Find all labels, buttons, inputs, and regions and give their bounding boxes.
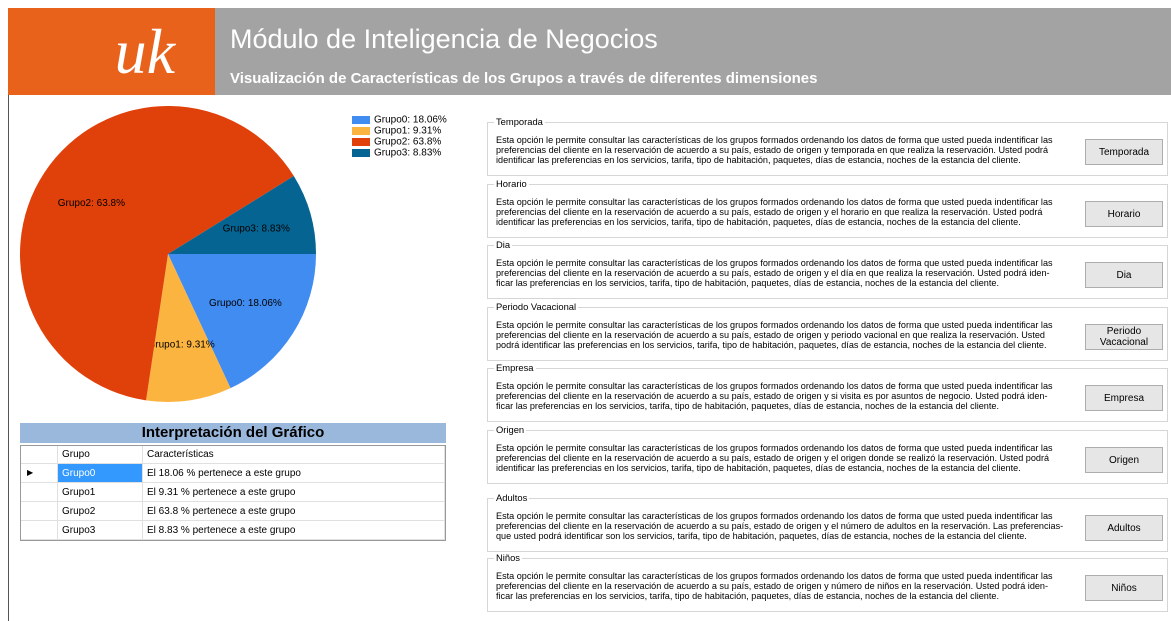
table-cell[interactable]: El 18.06 % pertenece a este grupo <box>143 464 445 483</box>
panel-title: Dia <box>494 239 513 250</box>
panel-text: identificar las preferencias en los serv… <box>496 155 1021 165</box>
option-button[interactable]: Periodo Vacacional <box>1085 324 1163 350</box>
panel-text: Esta opción le permite consultar las car… <box>496 135 1053 145</box>
slice-label: Grupo3: 8.83% <box>223 224 290 235</box>
table-cell[interactable]: Grupo3 <box>58 521 143 540</box>
legend-swatch <box>352 127 370 135</box>
table-cell[interactable]: Grupo2 <box>58 502 143 521</box>
slice-label: Grupo2: 63.8% <box>58 198 125 209</box>
row-header <box>21 502 58 521</box>
option-button[interactable]: Empresa <box>1085 385 1163 411</box>
logo: uk <box>8 8 215 95</box>
window-border <box>8 95 9 621</box>
panel-title: Horario <box>494 178 529 189</box>
legend-swatch <box>352 149 370 157</box>
legend-swatch <box>352 116 370 124</box>
panel-title: Empresa <box>494 362 536 373</box>
table-title: Interpretación del Gráfico <box>20 423 446 443</box>
row-header: ▶ <box>21 464 58 483</box>
legend-swatch <box>352 138 370 146</box>
option-button[interactable]: Temporada <box>1085 139 1163 165</box>
row-header <box>21 483 58 502</box>
panel-text: Esta opción le permite consultar las car… <box>496 258 1053 268</box>
panel-text: Esta opción le permite consultar las car… <box>496 320 1053 330</box>
panel-text: Esta opción le permite consultar las car… <box>496 511 1053 521</box>
panel-text: Esta opción le permite consultar las car… <box>496 443 1053 453</box>
option-panel: Horario Esta opción le permite consultar … <box>487 178 1168 238</box>
panel-text: ficar las preferencias en los servicios,… <box>496 591 999 601</box>
option-button[interactable]: Adultos <box>1085 515 1163 541</box>
header-cell <box>21 446 58 464</box>
panel-text: preferencias del cliente en la reservaci… <box>496 581 1049 591</box>
option-panel: Temporada Esta opción le permite consulta… <box>487 116 1168 176</box>
option-panel: Adultos Esta opción le permite consultar … <box>487 492 1168 552</box>
panel-text: que usted podrá identificar son los serv… <box>496 531 1027 541</box>
pie-slice <box>20 105 294 401</box>
panel-text: identificar las preferencias en los serv… <box>496 463 1021 473</box>
panel-title: Temporada <box>494 116 545 127</box>
pie-chart: Grupo0: 18.06%Grupo1: 9.31%Grupo2: 63.8%… <box>20 105 447 403</box>
column-header: Grupo <box>58 446 143 464</box>
panel-text: preferencias del cliente en la reservaci… <box>496 391 1048 401</box>
column-header: Características <box>143 446 445 464</box>
panel-text: preferencias del cliente en la reservaci… <box>496 207 1043 217</box>
option-panel: Empresa Esta opción le permite consultar … <box>487 362 1168 422</box>
option-panel: Dia Esta opción le permite consultar las … <box>487 239 1168 299</box>
table-cell[interactable]: Grupo1 <box>58 483 143 502</box>
panel-text: preferencias del cliente en la reservaci… <box>496 145 1049 155</box>
table-cell[interactable]: El 63.8 % pertenece a este grupo <box>143 502 445 521</box>
panel-title: Periodo Vacacional <box>494 301 579 312</box>
panel-text: podrá identificar las preferencias en lo… <box>496 340 1047 350</box>
panel-text: ficar las preferencias en los servicios,… <box>496 278 999 288</box>
pie-slice <box>168 176 316 254</box>
option-button[interactable]: Dia <box>1085 262 1163 288</box>
legend-label: Grupo3: 8.83% <box>374 148 441 159</box>
table-cell[interactable]: El 8.83 % pertenece a este grupo <box>143 521 445 540</box>
panel-text: ficar las preferencias en los servicios,… <box>496 401 999 411</box>
legend-label: Grupo2: 63.8% <box>374 137 441 148</box>
panel-text: Esta opción le permite consultar las car… <box>496 381 1053 391</box>
table-cell[interactable]: Grupo0 <box>58 464 143 483</box>
slice-label: Grupo0: 18.06% <box>209 298 282 309</box>
table-cell[interactable]: El 9.31 % pertenece a este grupo <box>143 483 445 502</box>
panel-title: Niños <box>494 552 522 563</box>
panel-text: preferencias del cliente en la reservaci… <box>496 521 1064 531</box>
panel-text: preferencias del cliente en la reservaci… <box>496 330 1045 340</box>
pie-slice <box>146 254 231 403</box>
slice-label: Grupo1: 9.31% <box>147 339 214 350</box>
option-panel: Periodo Vacacional Esta opción le permite… <box>487 301 1168 361</box>
option-button[interactable]: Horario <box>1085 201 1163 227</box>
panel-text: Esta opción le permite consultar las car… <box>496 571 1053 581</box>
header: uk Módulo de Inteligencia de Negocios Vi… <box>8 8 1171 95</box>
option-panel: Origen Esta opción le permite consultar l… <box>487 424 1168 484</box>
legend-label: Grupo1: 9.31% <box>374 126 441 137</box>
option-panel: Niños Esta opción le permite consultar la… <box>487 552 1168 612</box>
data-grid: Grupo Características ▶ Grupo0 El 18.06 % pe… <box>20 445 446 541</box>
legend-label: Grupo0: 18.06% <box>374 115 447 126</box>
subtitle: Visualización de Características de los … <box>230 70 818 87</box>
panel-text: identificar las preferencias en los serv… <box>496 217 1021 227</box>
panel-title: Origen <box>494 424 527 435</box>
panel-title: Adultos <box>494 492 530 503</box>
panel-text: preferencias del cliente en la reservaci… <box>496 453 1050 463</box>
row-header <box>21 521 58 540</box>
title: Módulo de Inteligencia de Negocios <box>230 24 658 54</box>
panel-text: Esta opción le permite consultar las car… <box>496 197 1053 207</box>
option-button[interactable]: Origen <box>1085 447 1163 473</box>
pie-slice <box>168 254 316 389</box>
option-button[interactable]: Niños <box>1085 575 1163 601</box>
panel-text: preferencias del cliente en la reservaci… <box>496 268 1050 278</box>
